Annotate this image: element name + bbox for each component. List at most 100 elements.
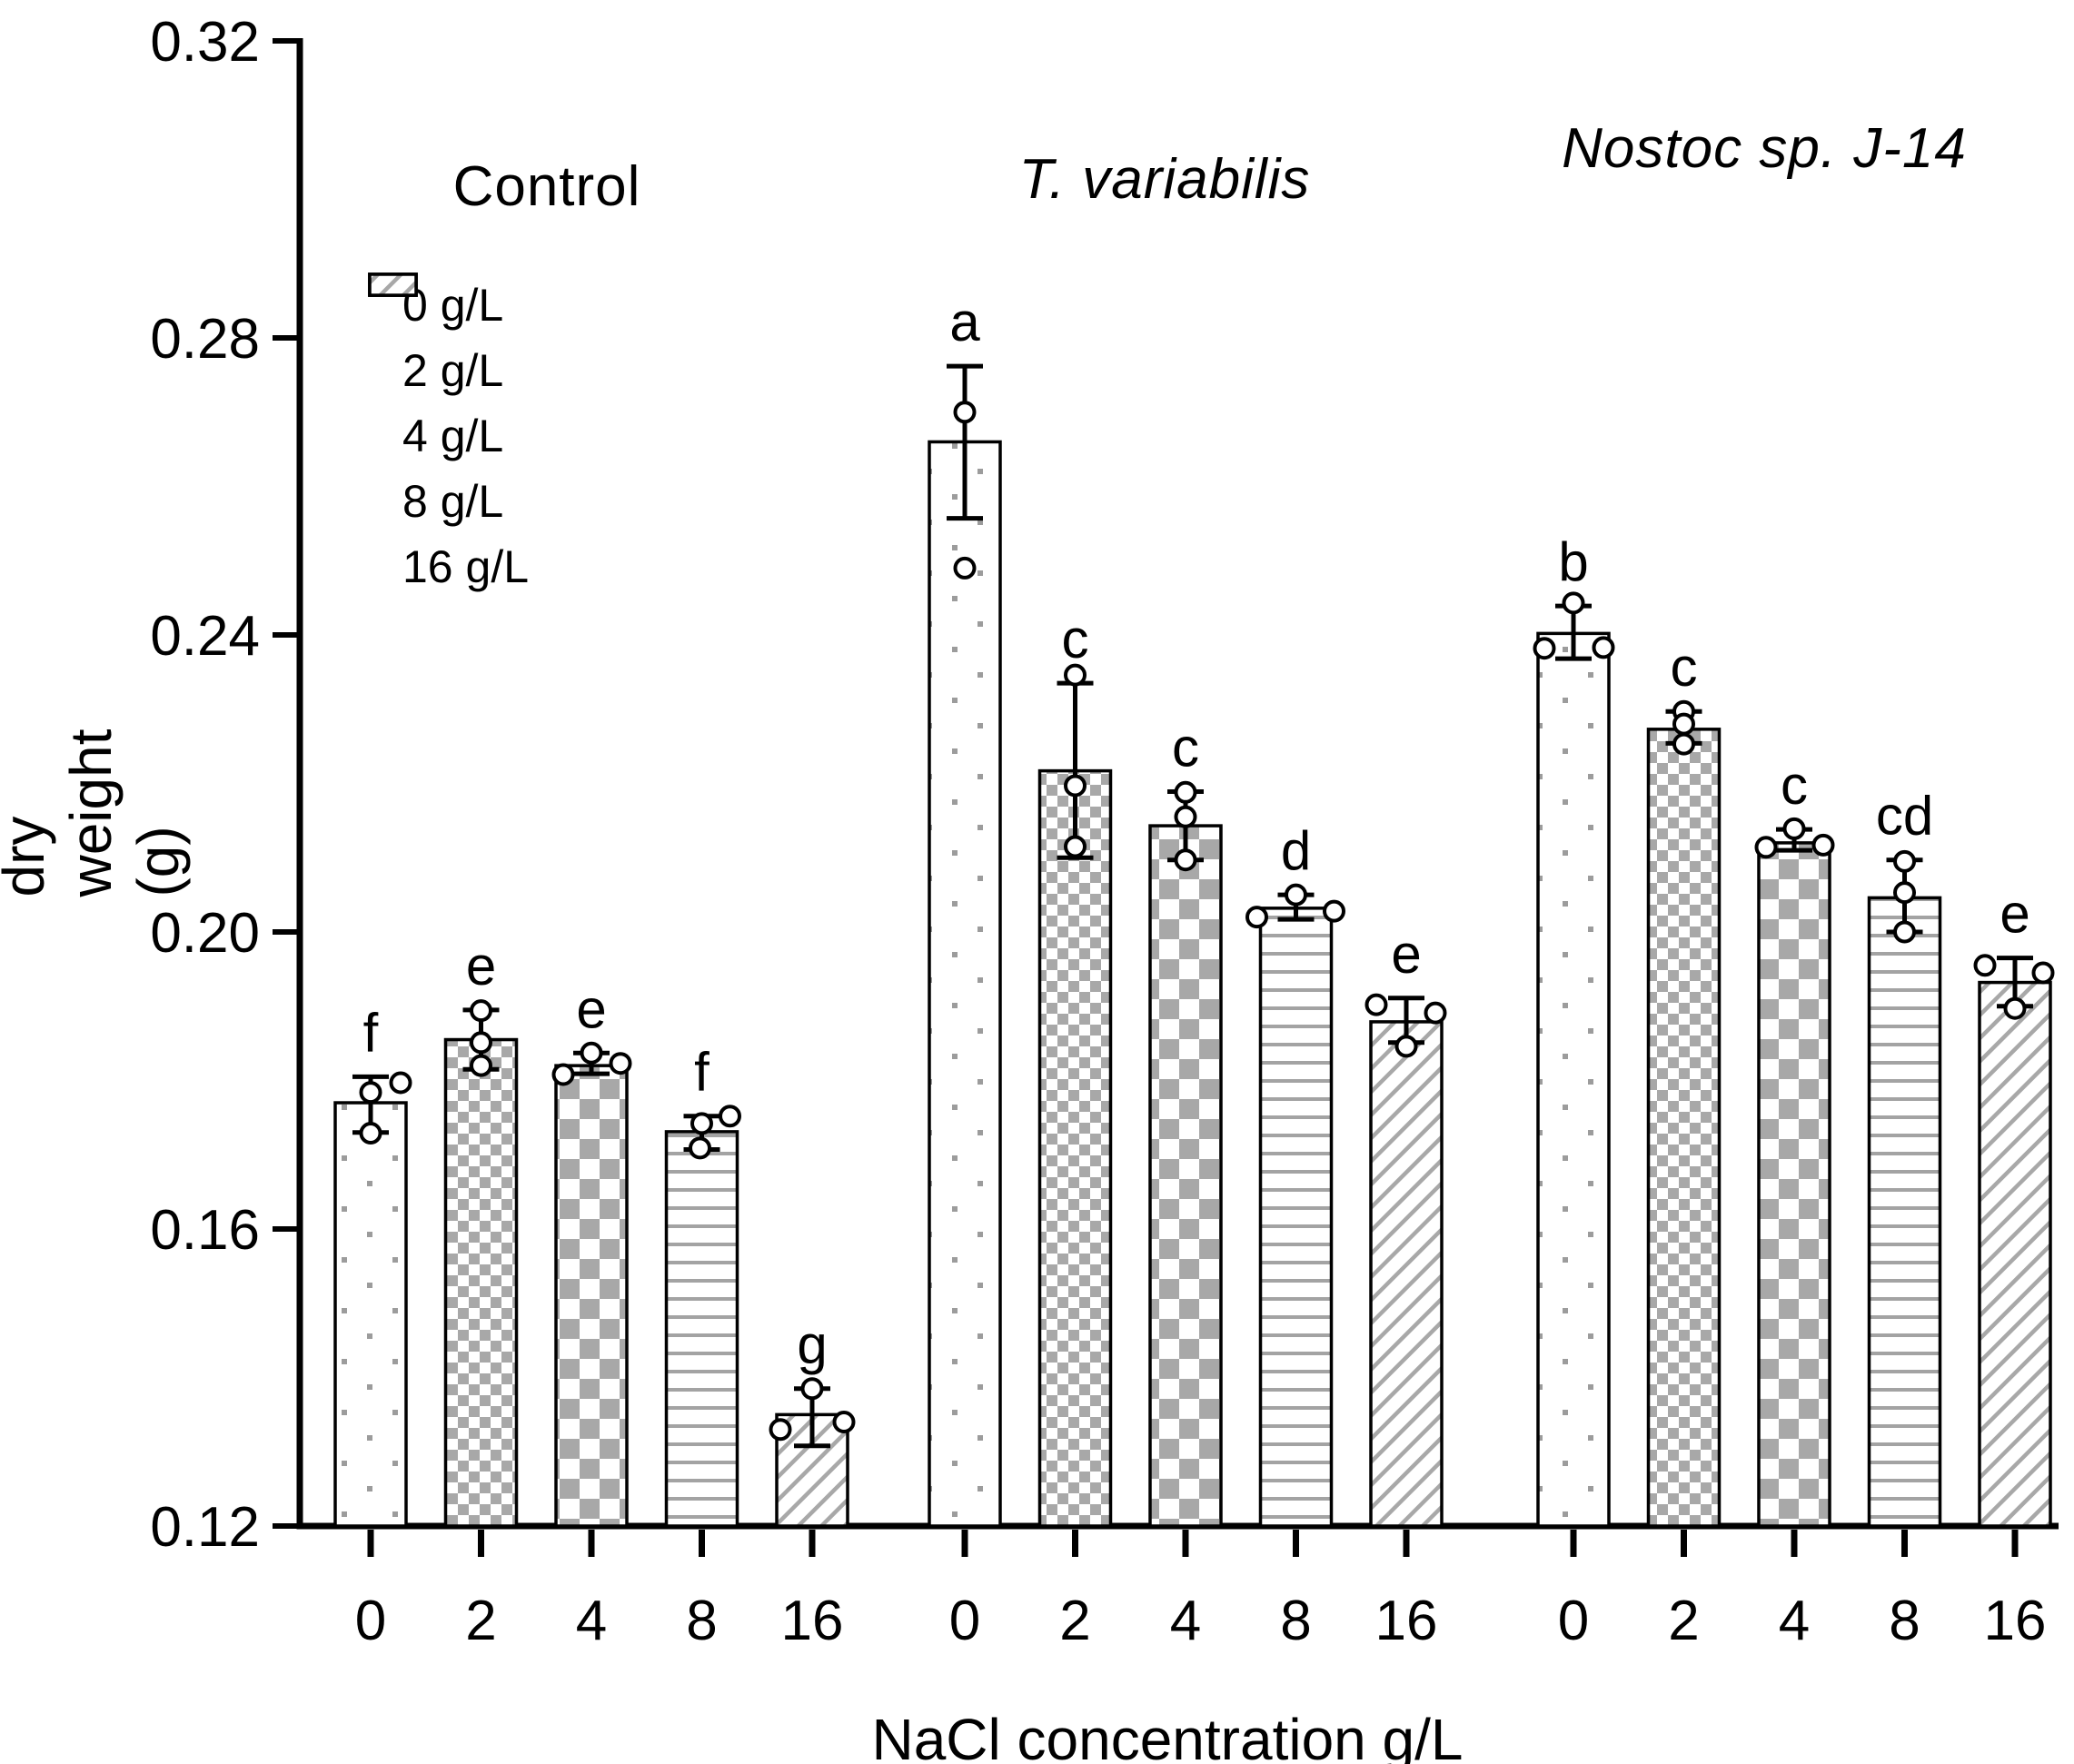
data-point-circle [719, 1105, 741, 1128]
y-tick-label: 0.16 [150, 1199, 260, 1262]
data-point-circle [1592, 636, 1615, 659]
x-tick-label: 8 [1889, 1590, 1920, 1652]
x-tick-label: 2 [1668, 1590, 1699, 1652]
legend-item-16gL: 16 g/L [368, 273, 530, 600]
data-point-circle [1174, 780, 1197, 804]
data-point-circle [1893, 881, 1916, 905]
significance-letter: c [1671, 637, 1698, 698]
data-point-circle [1245, 906, 1268, 929]
x-tick-label: 4 [576, 1590, 607, 1652]
data-point-circle [359, 1081, 382, 1105]
data-point-circle [2003, 996, 2027, 1020]
x-tick-label: 4 [1170, 1590, 1201, 1652]
data-point-circle [953, 556, 977, 580]
data-point-circle [1782, 817, 1806, 840]
y-axis-label: Shoot dry weight (g) [0, 728, 191, 897]
data-point-circle [1064, 663, 1087, 687]
data-point-circle [359, 1122, 382, 1145]
data-point-circle [1064, 835, 1087, 858]
significance-letter: g [797, 1314, 827, 1375]
x-tick-label: 0 [1558, 1590, 1589, 1652]
panel-title-nostoc: Nostoc sp. J-14 [1562, 117, 1967, 180]
significance-letter: f [363, 1002, 379, 1063]
data-point-circle [1364, 993, 1388, 1016]
data-point-circle [551, 1063, 575, 1086]
data-point-circle [2031, 961, 2055, 985]
x-tick-label: 0 [949, 1590, 980, 1652]
x-tick-label: 16 [1375, 1590, 1438, 1652]
x-tick-label: 0 [355, 1590, 386, 1652]
legend-label: 2 g/L [402, 345, 504, 396]
legend-label: 0 g/L [402, 280, 504, 331]
data-point-circle [580, 1041, 603, 1065]
significance-letter: d [1281, 820, 1311, 881]
legend-label: 4 g/L [402, 411, 504, 461]
data-point-circle [470, 999, 492, 1023]
data-point-circle [470, 1054, 492, 1077]
data-point-circle [689, 1136, 711, 1160]
x-tick-label: 2 [1059, 1590, 1090, 1652]
bar [1867, 896, 1942, 1528]
data-point-circle [389, 1071, 412, 1095]
data-point-circle [1323, 899, 1345, 923]
data-point-circle [1893, 920, 1916, 944]
y-tick-label: 0.32 [150, 11, 260, 74]
significance-letter: e [2000, 884, 2029, 945]
bar [664, 1130, 739, 1528]
data-point-circle [1285, 883, 1307, 907]
data-point-circle [690, 1112, 713, 1135]
panel-title-control: Control [452, 155, 641, 218]
significance-letter: c [1781, 755, 1808, 816]
x-tick-label: 16 [1984, 1590, 2047, 1652]
data-point-circle [1174, 805, 1197, 828]
data-point-circle [1424, 1001, 1447, 1025]
significance-letter: e [576, 978, 606, 1039]
legend-label: 16 g/L [402, 541, 530, 592]
data-point-circle [470, 1031, 492, 1055]
bar [1258, 907, 1334, 1528]
legend-swatch-diag-icon [368, 273, 418, 297]
data-point-circle [769, 1418, 792, 1442]
x-axis-label: NaCl concentration g/L [871, 1707, 1464, 1764]
data-point-circle [1533, 637, 1556, 660]
x-tick-label: 4 [1779, 1590, 1810, 1652]
significance-letter: c [1062, 609, 1089, 669]
data-point-circle [1562, 591, 1585, 615]
x-tick-label: 8 [1280, 1590, 1311, 1652]
data-point-circle [953, 401, 977, 424]
panel-title-t-variabilis: T. variabilis [1018, 148, 1311, 211]
data-point-circle [1973, 954, 1997, 977]
significance-letter: b [1558, 531, 1588, 592]
data-point-circle [1811, 833, 1835, 857]
significance-letter: e [466, 936, 496, 996]
x-tick-label: 2 [465, 1590, 496, 1652]
y-tick-label: 0.20 [150, 902, 260, 965]
significance-letter: e [1391, 924, 1421, 985]
significance-letter: a [949, 292, 980, 352]
significance-letter: cd [1876, 786, 1933, 847]
data-point-circle [1064, 774, 1087, 798]
legend: 0 g/L 2 g/L 4 g/L 8 g/L 16 g/L [368, 273, 529, 600]
bar [443, 1037, 519, 1528]
bar [928, 440, 1002, 1528]
data-point-circle [1394, 1035, 1418, 1058]
data-point-circle [1174, 848, 1197, 872]
y-tick-label: 0.12 [150, 1496, 260, 1559]
bar [1037, 768, 1113, 1528]
significance-letter: f [694, 1042, 710, 1103]
data-point-circle [1754, 836, 1778, 859]
data-point-circle [800, 1377, 824, 1401]
y-tick-label: 0.24 [150, 605, 260, 668]
data-point-circle [1672, 732, 1695, 756]
data-point-circle [832, 1411, 856, 1434]
bar [333, 1101, 408, 1528]
y-tick-label: 0.28 [150, 308, 260, 371]
bar [1978, 980, 2052, 1528]
x-tick-label: 16 [781, 1590, 844, 1652]
data-point-circle [609, 1052, 632, 1075]
legend-label: 8 g/L [402, 476, 504, 527]
x-tick-label: 8 [686, 1590, 717, 1652]
bar [554, 1064, 629, 1528]
